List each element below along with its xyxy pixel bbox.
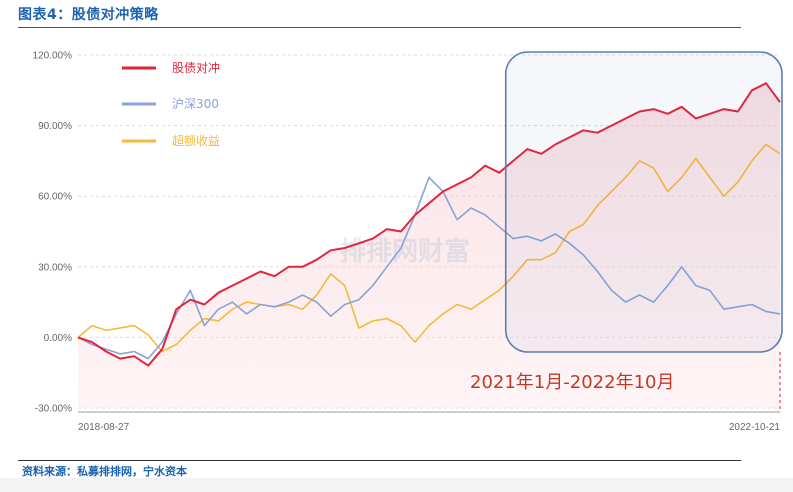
period-annotation: 2021年1月-2022年10月 (470, 372, 674, 393)
source-rule (18, 460, 741, 461)
title-rule (18, 27, 741, 28)
highlight-period-box (504, 51, 783, 353)
bottom-strip (0, 478, 793, 492)
source-note: 资料来源：私募排排网，宁水资本 (22, 465, 187, 478)
y-tick-label: -30.00% (35, 404, 72, 415)
x-tick-label: 2018-08-27 (78, 422, 130, 433)
legend-csi300-label: 沪深300 (172, 97, 219, 111)
legend-excess-label: 超额收益 (172, 133, 220, 148)
series-line-excess (77, 143, 781, 353)
strategy-area (78, 83, 780, 409)
y-tick-label: 120.00% (33, 51, 73, 62)
series-line-bond-hedge (77, 82, 781, 367)
watermark-text: 排排网财富 (340, 236, 470, 267)
y-tick-label: 90.00% (38, 121, 72, 132)
x-tick-label: 2022-10-21 (729, 422, 781, 433)
figure-title: 图表4：股债对冲策略 (18, 7, 159, 23)
y-tick-label: 30.00% (38, 262, 72, 273)
y-tick-label: 60.00% (38, 192, 72, 203)
legend-bond-hedge-label: 股债对冲 (172, 60, 220, 75)
y-tick-label: 0.00% (44, 333, 72, 344)
